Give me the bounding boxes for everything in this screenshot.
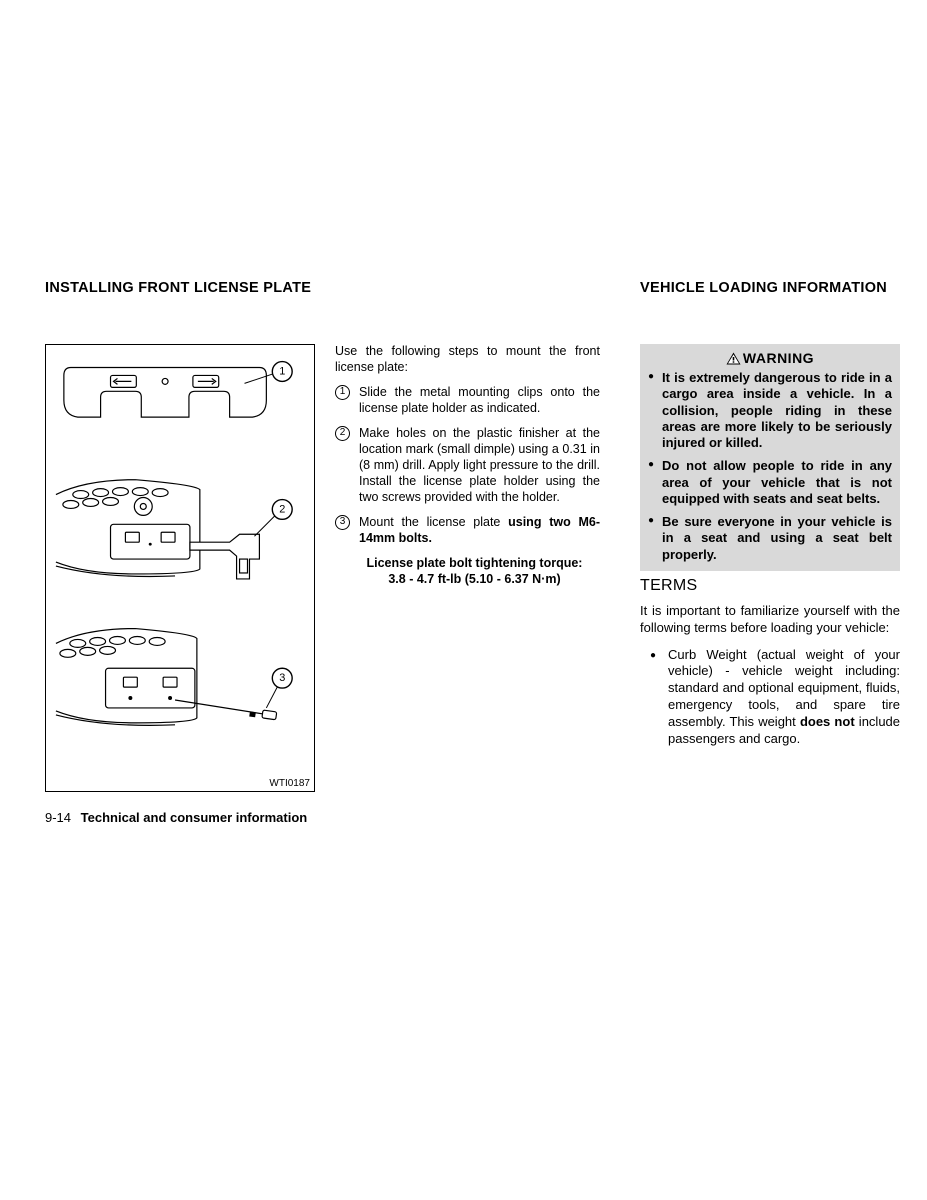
callout-1: 1 bbox=[279, 365, 285, 377]
step-2-text: Make holes on the plastic finisher at th… bbox=[359, 425, 600, 505]
warning-header: WARNING bbox=[648, 350, 892, 366]
column-left: INSTALLING FRONT LICENSE PLATE 1 bbox=[45, 280, 315, 825]
diagram-panel-1: 1 bbox=[64, 362, 292, 418]
step-3-pre: Mount the license plate bbox=[359, 515, 508, 529]
diagram-box: 1 bbox=[45, 344, 315, 792]
subheading-terms: TERMS bbox=[640, 577, 900, 595]
heading-install-plate: INSTALLING FRONT LICENSE PLATE bbox=[45, 280, 315, 296]
callout-3: 3 bbox=[279, 672, 285, 684]
column-middle: Use the following steps to mount the fro… bbox=[335, 280, 600, 825]
step-3: 3 Mount the license plate using two M6-1… bbox=[335, 514, 600, 546]
page-number: 9-14 bbox=[45, 810, 71, 825]
torque-line-1: License plate bolt tightening torque: bbox=[359, 555, 590, 572]
def-bold: does not bbox=[800, 714, 855, 729]
warning-box: WARNING It is extremely dangerous to rid… bbox=[640, 344, 900, 571]
intro-text: Use the following steps to mount the fro… bbox=[335, 343, 600, 376]
page-footer: 9-14 Technical and consumer information bbox=[45, 810, 315, 825]
step-1-text: Slide the metal mounting clips onto the … bbox=[359, 384, 600, 416]
torque-line-2: 3.8 - 4.7 ft-lb (5.10 - 6.37 N·m) bbox=[359, 571, 590, 588]
footer-section: Technical and consumer information bbox=[81, 810, 308, 825]
step-number-2: 2 bbox=[335, 426, 350, 441]
warning-icon bbox=[726, 352, 741, 365]
callout-2: 2 bbox=[279, 503, 285, 515]
diagram-panel-3: 3 bbox=[56, 629, 292, 726]
step-2: 2 Make holes on the plastic finisher at … bbox=[335, 425, 600, 505]
diagram-panel-2: 2 bbox=[56, 480, 292, 579]
spacer bbox=[335, 280, 600, 343]
warning-label: WARNING bbox=[743, 350, 814, 366]
terms-intro: It is important to familiarize yourself … bbox=[640, 603, 900, 637]
step-3-text: Mount the license plate using two M6-14m… bbox=[359, 514, 600, 546]
step-number-3: 3 bbox=[335, 515, 350, 530]
warning-list: It is extremely dangerous to ride in a c… bbox=[648, 370, 892, 563]
heading-vehicle-loading: VEHICLE LOADING INFORMATION bbox=[640, 280, 900, 296]
step-1: 1 Slide the metal mounting clips onto th… bbox=[335, 384, 600, 416]
license-plate-diagram: 1 bbox=[46, 345, 314, 791]
warning-item-3: Be sure everyone in your vehicle is in a… bbox=[648, 514, 892, 563]
warning-item-2: Do not allow people to ride in any area … bbox=[648, 458, 892, 507]
figure-code: WTI0187 bbox=[269, 778, 310, 789]
warning-item-1: It is extremely dangerous to ride in a c… bbox=[648, 370, 892, 451]
page-content: INSTALLING FRONT LICENSE PLATE 1 bbox=[45, 280, 882, 825]
step-number-1: 1 bbox=[335, 385, 350, 400]
torque-spec: License plate bolt tightening torque: 3.… bbox=[335, 555, 600, 589]
definition-curb-weight: Curb Weight (actual weight of your vehic… bbox=[640, 647, 900, 748]
definition-list: Curb Weight (actual weight of your vehic… bbox=[640, 647, 900, 748]
column-right: VEHICLE LOADING INFORMATION WARNING It i… bbox=[640, 280, 900, 825]
